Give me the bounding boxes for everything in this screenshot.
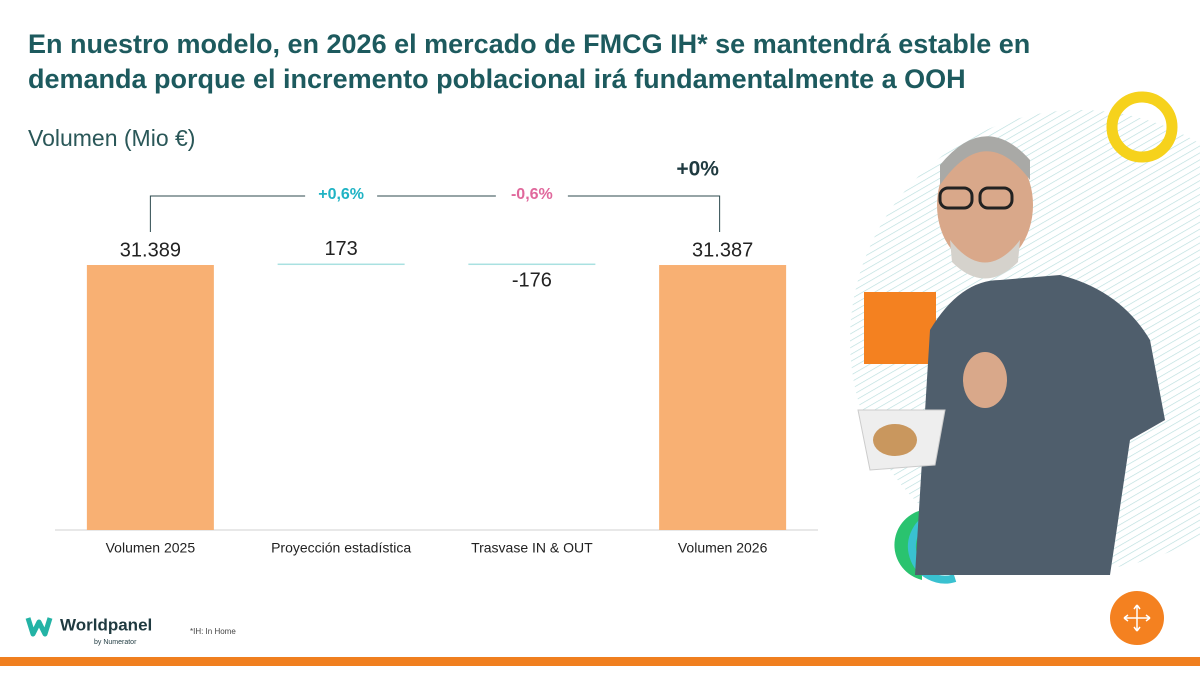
annotation: +0% xyxy=(676,158,719,181)
chart: Volumen 2025 31.389 Proyección estadística… xyxy=(55,158,818,556)
expand-icon xyxy=(1123,604,1151,632)
value-label: 173 xyxy=(324,238,357,260)
x-tick-label: Trasvase IN & OUT xyxy=(471,540,593,556)
title-line: demanda porque el incremento poblacional… xyxy=(28,64,966,94)
annotation: -0,6% xyxy=(511,186,553,203)
bracket xyxy=(149,195,721,232)
bar xyxy=(86,265,214,530)
title-line: En nuestro modelo, en 2026 el mercado de… xyxy=(28,29,1030,59)
x-tick-label: Proyección estadística xyxy=(271,540,411,556)
logo-text: Worldpanel xyxy=(60,615,152,634)
value-label: -176 xyxy=(512,269,552,291)
annotation: +0,6% xyxy=(318,186,364,203)
annotation-gap xyxy=(495,185,568,205)
annotation-gap xyxy=(305,185,378,205)
bar xyxy=(468,263,596,266)
footnote: *IH: In Home xyxy=(190,627,236,636)
x-tick-label: Volumen 2026 xyxy=(678,540,768,556)
bar xyxy=(659,265,787,530)
footer-bar xyxy=(0,657,1200,666)
logo-mark xyxy=(25,617,53,637)
bar xyxy=(277,263,405,266)
value-label: 31.389 xyxy=(120,239,181,261)
photo-illustration xyxy=(850,91,1200,584)
logo-subtext: by Numerator xyxy=(94,639,137,646)
x-tick-label: Volumen 2025 xyxy=(106,540,196,556)
chart-subtitle: Volumen (Mio €) xyxy=(28,125,195,151)
value-label: 31.387 xyxy=(692,239,753,261)
